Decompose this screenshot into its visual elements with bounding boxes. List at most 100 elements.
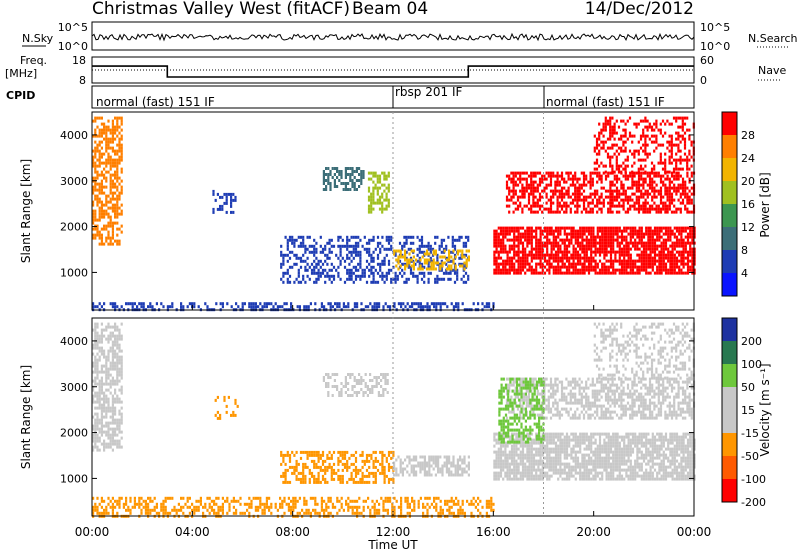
scatter-cell [642,119,645,123]
scatter-cell [252,302,255,306]
scatter-cell [532,229,536,233]
scatter-cell [440,277,443,281]
scatter-cell [293,244,296,248]
scatter-cell [502,235,505,239]
scatter-cell [114,161,117,165]
scatter-cell [524,247,527,251]
scatter-cell [591,201,594,205]
scatter-cell [585,195,588,199]
scatter-cell [107,337,110,341]
scatter-cell [100,412,103,416]
scatter-cell [98,128,101,132]
scatter-cell [261,502,264,506]
scatter-cell [690,171,693,175]
scatter-cell [658,226,661,230]
scatter-cell [98,448,101,452]
scatter-cell [164,508,167,512]
scatter-cell [197,508,200,512]
scatter-cell [614,268,617,272]
scatter-cell [465,470,468,474]
scatter-cell [680,235,683,239]
scatter-cell [563,262,566,266]
scatter-cell [552,241,555,245]
scatter-cell [217,505,220,509]
scatter-cell [385,186,388,190]
scatter-cell [430,264,433,268]
scatter-cell [651,180,654,184]
scatter-cell [434,455,437,459]
scatter-cell [646,125,649,129]
scatter-cell [323,305,326,309]
scatter-cell [671,229,674,233]
scatter-cell [319,465,322,469]
scatter-cell [525,171,528,175]
scatter-cell [579,256,582,260]
scatter-cell [237,305,240,309]
scatter-cell [596,204,599,208]
scatter-cell [341,480,344,484]
scatter-cell [415,302,418,306]
scatter-cell [640,195,643,199]
scatter-cell [633,161,636,165]
scatter-cell [313,462,316,466]
scatter-cell [688,189,691,193]
scatter-cell [105,161,108,165]
scatter-cell [319,265,322,269]
scatter-cell [667,232,670,236]
scatter-cell [497,241,500,245]
scatter-cell [239,496,242,500]
scatter-cell [569,210,572,214]
scatter-cell [552,232,555,236]
scatter-cell [626,177,630,181]
scatter-cell [622,149,625,153]
scatter-cell [216,207,219,211]
scatter-cell [330,477,333,481]
scatter-cell [530,226,533,230]
scatter-cell [620,146,623,150]
scatter-cell [397,258,400,262]
scatter-cell [560,189,564,193]
scatter-cell [642,192,645,196]
scatter-cell [673,204,676,208]
scatter-cell [637,186,641,190]
scatter-cell [662,201,665,205]
scatter-cell [94,355,97,359]
scatter-cell [317,459,320,463]
scatter-cell [248,302,251,306]
scatter-cell [351,173,354,176]
scatter-cell [502,265,505,269]
scatter-cell [580,198,583,202]
scatter-cell [359,468,362,472]
scatter-cell [499,268,503,272]
scatter-cell [118,346,121,350]
scatter-cell [357,235,360,239]
scatter-cell [111,367,114,371]
scatter-cell [596,174,599,178]
scatter-cell [527,174,531,178]
scatter-cell [539,250,542,254]
scatter-cell [324,280,327,284]
scatter-cell [524,250,527,254]
scatter-cell [456,249,459,253]
scatter-cell [111,505,114,509]
scatter-cell [595,137,599,141]
scatter-cell [651,247,654,251]
scatter-cell [383,468,386,472]
scatter-cell [387,174,390,178]
scatter-cell [582,171,586,175]
scatter-cell [543,226,547,230]
scatter-cell [595,167,599,171]
scatter-cell [346,468,349,472]
scatter-cell [502,268,505,272]
scatter-cell [581,238,584,242]
scatter-cell [420,271,424,275]
scatter-cell [375,379,378,382]
scatter-cell [570,241,573,245]
scatter-cell [368,241,371,245]
scatter-cell [439,467,442,471]
scatter-cell [465,249,468,253]
scatter-cell [118,379,121,383]
scatter-cell [675,152,678,156]
scatter-cell [456,274,459,278]
scatter-cell [547,198,550,202]
